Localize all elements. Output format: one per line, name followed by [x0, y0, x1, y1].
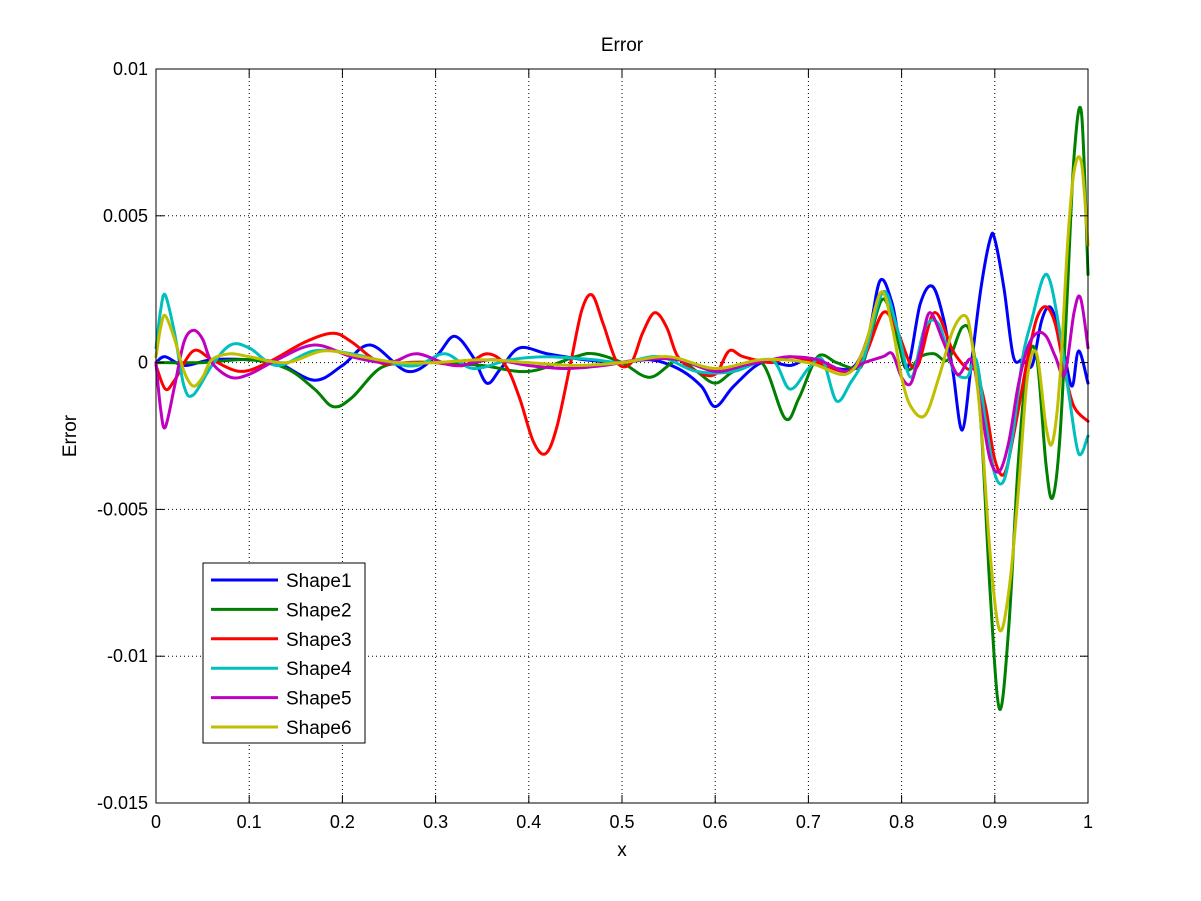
grid-lines [156, 69, 1088, 803]
series-line-shape4 [154, 272, 1090, 486]
x-tick-label: 0.5 [609, 812, 634, 832]
x-tick-label: 0.8 [889, 812, 914, 832]
y-tick-label: -0.015 [97, 793, 148, 813]
legend-label-shape5: Shape5 [286, 689, 352, 710]
series-line-shape5 [154, 294, 1090, 474]
legend-box [202, 562, 366, 744]
legend-label-shape2: Shape2 [286, 600, 352, 621]
x-tick-label: 0.4 [516, 812, 541, 832]
x-tick-label: 1 [1083, 812, 1093, 832]
y-tick-label: 0 [138, 353, 148, 373]
series-lines [154, 105, 1090, 711]
series-line-shape3 [154, 293, 1090, 477]
y-axis-label: Error [60, 414, 81, 457]
legend-label-shape6: Shape6 [286, 718, 352, 739]
x-tick-label: 0 [151, 812, 161, 832]
x-tick-label: 0.3 [423, 812, 448, 832]
chart-title: Error [601, 35, 644, 56]
x-tick-label: 0.6 [703, 812, 728, 832]
x-tick-label: 0.9 [982, 812, 1007, 832]
x-axis-label: x [617, 840, 627, 861]
y-tick-label: -0.005 [97, 499, 148, 519]
y-tick-label: 0.005 [103, 206, 148, 226]
legend-label-shape3: Shape3 [286, 630, 352, 651]
x-tick-label: 0.1 [237, 812, 262, 832]
x-tick-label: 0.7 [796, 812, 821, 832]
y-tick-label: -0.01 [107, 646, 148, 666]
series-line-shape6 [154, 155, 1090, 633]
legend-label-shape1: Shape1 [286, 571, 352, 592]
x-tick-label: 0.2 [330, 812, 355, 832]
axis-ticks: 0 0.1 0.2 0.3 0.4 0.5 0.6 0.7 0.8 0.9 10.010.0050-… [97, 59, 1093, 832]
y-tick-label: 0.01 [113, 59, 148, 79]
legend: Shape1 Shape2 Shape3 Shape4 Shape5 Shape6 [202, 562, 366, 744]
legend-label-shape4: Shape4 [286, 659, 352, 680]
